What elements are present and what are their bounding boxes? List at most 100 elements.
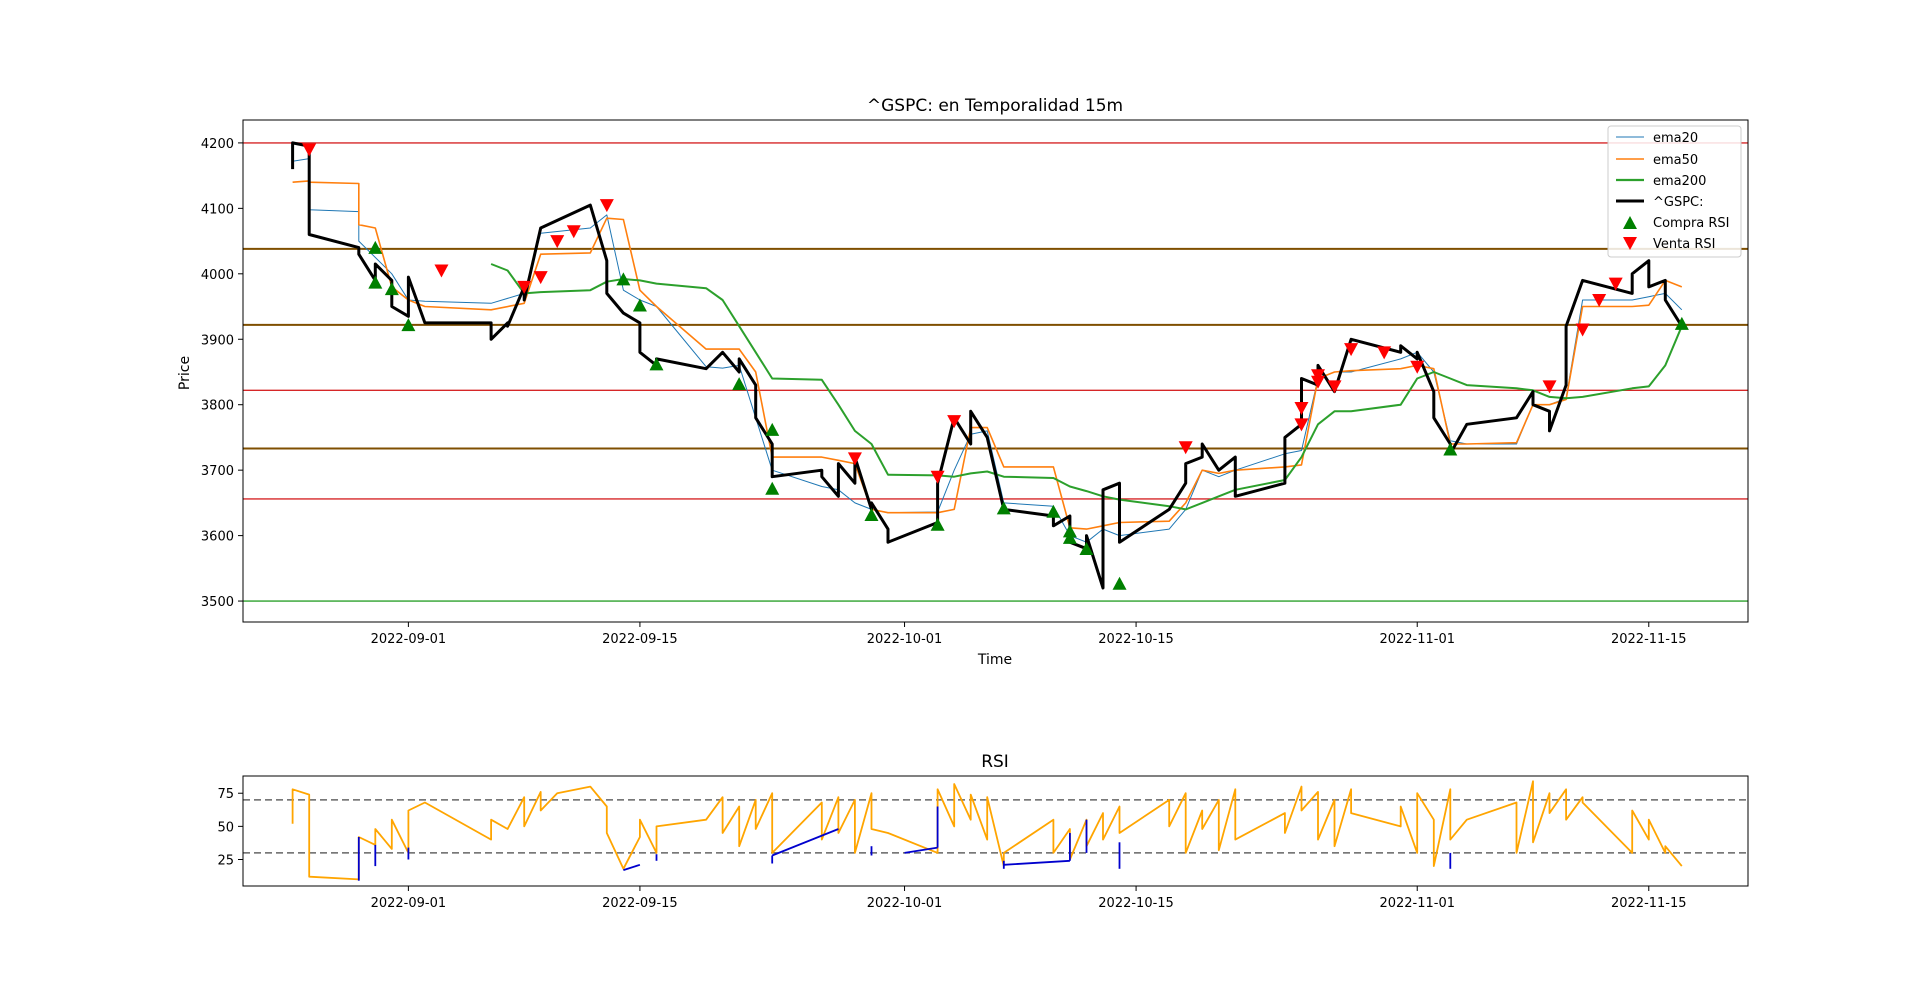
venta-rsi-marker: [847, 452, 862, 466]
compra-rsi-marker: [864, 507, 879, 521]
rsi-x-tick-label: 2022-09-01: [371, 896, 447, 911]
rsi-oversold-segment: [904, 846, 938, 854]
compra-rsi-marker: [1079, 542, 1094, 556]
venta-rsi-marker: [1542, 380, 1557, 394]
y-tick-label: 3700: [201, 464, 234, 479]
price-x-axis-label: Time: [977, 652, 1012, 668]
venta-rsi-marker: [947, 415, 962, 429]
venta-rsi-marker: [302, 143, 317, 157]
venta-rsi-marker: [566, 225, 581, 239]
rsi-y-ticks: 25 50 75: [217, 787, 243, 868]
x-tick-label: 2022-10-15: [1098, 632, 1174, 647]
venta-rsi-marker: [1311, 375, 1325, 389]
x-tick-label: 2022-10-01: [867, 632, 943, 647]
series-line-price: [291, 141, 1684, 590]
rsi-x-tick-label: 2022-11-01: [1379, 896, 1455, 911]
legend-label-ema50: ema50: [1653, 153, 1698, 168]
legend-label-price: ^GSPC:: [1653, 195, 1704, 210]
compra-rsi-marker: [1046, 504, 1061, 518]
rsi-x-tick-label: 2022-10-15: [1098, 896, 1174, 911]
venta-rsi-marker: [599, 199, 614, 213]
legend-label-compra-rsi: Compra RSI: [1653, 216, 1730, 231]
venta-rsi-marker: [1608, 277, 1623, 291]
venta-rsi-marker: [1377, 346, 1392, 360]
rsi-chart-title: RSI: [981, 752, 1009, 772]
x-tick-label: 2022-09-15: [602, 632, 678, 647]
compra-rsi-marker: [1062, 524, 1077, 538]
legend-swatch-compra-rsi: [1623, 216, 1637, 229]
rsi-oversold-segment: [623, 863, 641, 871]
rsi-oversold-segment: [1003, 859, 1070, 866]
series-line-ema200: [490, 263, 1683, 511]
compra-rsi-marker: [1443, 442, 1458, 456]
rsi-thresholds: [243, 799, 1748, 854]
venta-rsi-marker: [517, 280, 532, 294]
venta-rsi-marker: [1294, 401, 1309, 415]
venta-rsi-marker: [930, 470, 945, 484]
price-levels: [243, 142, 1748, 602]
rsi-x-tick-label: 2022-11-15: [1611, 896, 1687, 911]
rsi-line: [291, 780, 1683, 881]
rsi-x-tick-label: 2022-09-15: [602, 896, 678, 911]
compra-rsi-marker: [632, 298, 647, 312]
y-tick-label: 3600: [201, 530, 234, 545]
price-series: [291, 141, 1684, 590]
compra-rsi-marker: [996, 501, 1011, 515]
compra-rsi-marker: [368, 275, 383, 289]
rsi-chart: RSI 2022-09-01 2022-09-15 2022-10-01 2022-1…: [217, 752, 1749, 911]
compra-rsi-marker: [384, 282, 399, 296]
rsi-x-tick-label: 2022-10-01: [867, 896, 943, 911]
x-tick-label: 2022-11-15: [1611, 632, 1687, 647]
legend-label-ema20: ema20: [1653, 131, 1698, 146]
legend-label-venta-rsi: Venta RSI: [1653, 237, 1715, 252]
venta-rsi-marker: [533, 271, 548, 285]
rsi-signal-markers: [302, 143, 1689, 590]
venta-rsi-marker: [550, 235, 565, 249]
compra-rsi-marker: [368, 240, 383, 254]
compra-rsi-marker: [1674, 316, 1689, 330]
venta-rsi-marker: [1575, 323, 1590, 337]
price-chart-frame: [242, 119, 1749, 623]
venta-rsi-marker: [434, 264, 449, 278]
venta-rsi-marker: [1344, 343, 1359, 357]
y-tick-label: 4000: [201, 268, 234, 283]
y-tick-label: 3500: [201, 595, 234, 610]
price-y-ticks: 3500 3600 3700 3800 3900 4000 4100 4200: [201, 137, 243, 610]
rsi-series: [291, 780, 1683, 881]
compra-rsi-marker: [765, 422, 780, 436]
rsi-y-tick-label: 50: [217, 820, 234, 835]
rsi-y-tick-label: 75: [217, 787, 234, 802]
series-line-ema50: [292, 180, 1683, 530]
venta-rsi-marker: [1410, 360, 1425, 374]
price-chart-title: ^GSPC: en Temporalidad 15m: [867, 96, 1123, 116]
compra-rsi-marker: [930, 517, 945, 531]
rsi-oversold-segment: [771, 828, 839, 857]
legend: ema20 ema50 ema200 ^GSPC: Compra RSI Ven…: [1607, 125, 1742, 258]
venta-rsi-marker: [1592, 293, 1607, 307]
venta-rsi-marker: [1327, 380, 1342, 394]
price-y-axis-label: Price: [177, 356, 193, 390]
x-tick-label: 2022-11-01: [1379, 632, 1455, 647]
price-x-ticks: 2022-09-01 2022-09-15 2022-10-01 2022-10-15…: [371, 622, 1687, 647]
price-chart: ^GSPC: en Temporalidad 15m 2022-09-01 202…: [177, 96, 1749, 668]
compra-rsi-marker: [765, 481, 780, 495]
rsi-x-ticks: 2022-09-01 2022-09-15 2022-10-01 2022-10-15…: [371, 886, 1687, 911]
y-tick-label: 3800: [201, 399, 234, 414]
legend-swatch-venta-rsi: [1623, 237, 1637, 250]
y-tick-label: 4100: [201, 202, 234, 217]
y-tick-label: 4200: [201, 137, 234, 152]
x-tick-label: 2022-09-01: [371, 632, 447, 647]
compra-rsi-marker: [1112, 576, 1127, 590]
rsi-y-tick-label: 25: [217, 853, 234, 868]
venta-rsi-marker: [1311, 369, 1325, 383]
compra-rsi-marker: [732, 377, 747, 391]
compra-rsi-marker: [649, 357, 664, 371]
rsi-chart-frame: [242, 775, 1749, 887]
legend-label-ema200: ema200: [1653, 174, 1706, 189]
compra-rsi-marker: [616, 272, 631, 286]
y-tick-label: 3900: [201, 333, 234, 348]
venta-rsi-marker: [1294, 418, 1309, 432]
compra-rsi-marker: [401, 318, 416, 332]
venta-rsi-marker: [1178, 441, 1193, 455]
